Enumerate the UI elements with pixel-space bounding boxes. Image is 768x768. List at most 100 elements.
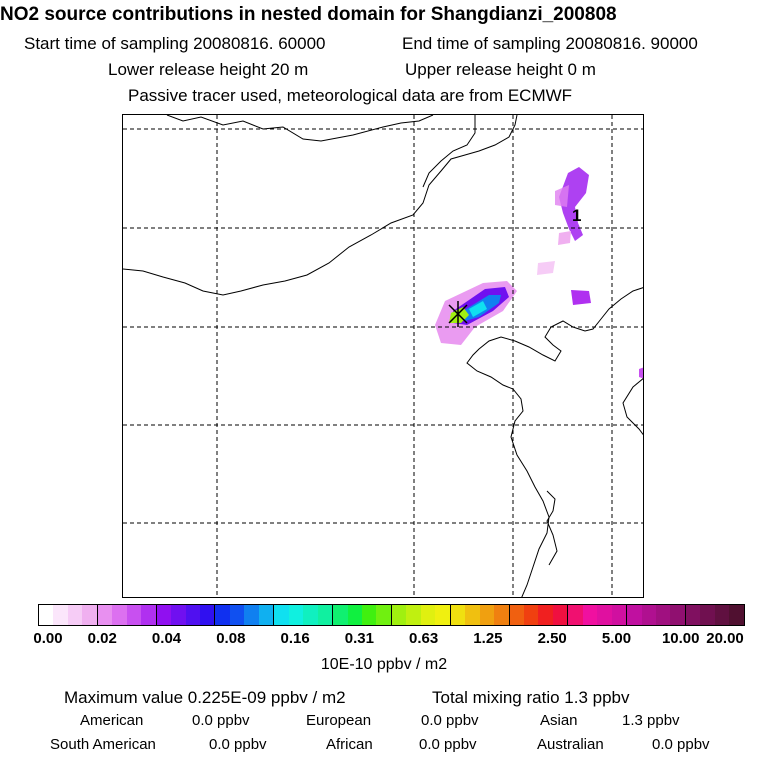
start-time: Start time of sampling 20080816. 60000 xyxy=(24,34,326,53)
color-scale-tick-label: 0.02 xyxy=(87,630,117,647)
lower-release-height: Lower release height 20 m xyxy=(108,60,309,79)
color-scale-cell xyxy=(406,605,421,625)
color-scale-tick-label: 0.63 xyxy=(409,630,439,647)
end-time: End time of sampling 20080816. 90000 xyxy=(402,34,698,53)
color-scale-units: 10E-10 ppbv / m2 xyxy=(320,656,448,673)
region-european-label: European xyxy=(306,712,372,729)
color-scale-cell xyxy=(126,605,142,625)
color-scale-cell xyxy=(390,605,407,625)
color-scale-tick-label: 5.00 xyxy=(601,630,632,647)
color-scale-ticks: 0.00 0.02 0.04 0.08 0.16 0.31 0.63 1.25 2.50 5.00… xyxy=(0,630,768,650)
color-scale-tick-label: 10.00 xyxy=(661,630,700,647)
plume-faint-center xyxy=(537,261,555,275)
region-australian-value: 0.0 ppbv xyxy=(652,736,710,753)
color-scale-cell xyxy=(317,605,333,625)
color-scale-cell xyxy=(538,605,553,625)
plume-small-east xyxy=(571,290,591,305)
color-scale-cell xyxy=(567,605,583,625)
max-marker-label: 1 xyxy=(572,206,581,225)
color-scale-cell xyxy=(714,605,730,625)
border-inner xyxy=(422,115,476,188)
color-scale-cell xyxy=(508,605,524,625)
color-scale-cell xyxy=(303,605,318,625)
color-scale-cell xyxy=(273,605,289,625)
color-scale-cell xyxy=(361,605,377,625)
map-panel: 1 xyxy=(122,114,644,598)
color-scale-tick-label: 2.50 xyxy=(537,630,567,647)
color-scale-tick-label: 0.08 xyxy=(216,630,246,647)
region-african-value: 0.0 ppbv xyxy=(419,736,477,753)
site-marker xyxy=(448,301,468,327)
color-scale-cell xyxy=(523,605,539,625)
coastlines xyxy=(123,115,643,597)
color-scale-cell xyxy=(258,605,274,625)
color-scale-cell xyxy=(199,605,215,625)
region-asian-value: 1.3 ppbv xyxy=(622,712,680,729)
color-scale-cell xyxy=(449,605,466,625)
plume-main-cyan xyxy=(469,301,487,317)
color-scale-cell xyxy=(656,605,671,625)
concentration-field xyxy=(435,167,643,379)
total-mixing-ratio: Total mixing ratio 1.3 ppbv xyxy=(432,688,630,707)
color-scale-bar xyxy=(38,604,745,626)
color-scale-tick-label: 0.04 xyxy=(151,630,182,647)
color-scale-tick-label: 20.00 xyxy=(706,630,744,647)
color-scale-cell xyxy=(155,605,172,625)
color-scale-cell xyxy=(435,605,450,625)
color-scale-cell xyxy=(597,605,612,625)
color-scale-cell xyxy=(376,605,391,625)
color-scale-cell xyxy=(611,605,627,625)
color-scale-cell xyxy=(552,605,568,625)
region-south-american-value: 0.0 ppbv xyxy=(209,736,267,753)
color-scale-cell xyxy=(288,605,304,625)
color-scale-cell xyxy=(626,605,642,625)
region-european-value: 0.0 ppbv xyxy=(421,712,479,729)
plume-east-edge xyxy=(639,367,643,379)
region-american-value: 0.0 ppbv xyxy=(192,712,250,729)
plume-north xyxy=(559,167,589,241)
border-mongolia xyxy=(123,115,518,296)
coast-bohai xyxy=(466,287,643,597)
color-scale-tick-label: 0.00 xyxy=(33,630,63,647)
color-scale-cell xyxy=(670,605,685,625)
region-american-label: American xyxy=(80,712,144,729)
color-scale-cell xyxy=(700,605,715,625)
color-scale-cell xyxy=(494,605,509,625)
region-african-label: African xyxy=(326,736,373,753)
border-north xyxy=(166,115,434,142)
color-scale-cell xyxy=(420,605,436,625)
color-scale-cell xyxy=(641,605,657,625)
color-scale-cell xyxy=(39,605,54,625)
upper-release-height: Upper release height 0 m xyxy=(405,60,596,79)
coast-korea xyxy=(546,490,558,566)
color-scale-cell xyxy=(479,605,495,625)
color-scale-cell xyxy=(141,605,156,625)
plume-north-fringe xyxy=(555,185,569,207)
region-asian-label: Asian xyxy=(540,712,578,729)
color-scale-cell xyxy=(53,605,68,625)
plume-faint-center-2 xyxy=(558,231,571,245)
color-scale-cell xyxy=(465,605,480,625)
tracer-note: Passive tracer used, meteorological data… xyxy=(128,86,573,105)
color-scale-cell xyxy=(185,605,200,625)
color-scale-tick-label: 0.16 xyxy=(280,630,310,647)
color-scale-tick-label: 1.25 xyxy=(473,630,503,647)
lat-lon-grid xyxy=(123,115,643,597)
color-scale-tick-label: 0.31 xyxy=(344,630,374,647)
region-south-american-label: South American xyxy=(50,736,156,753)
maximum-value: Maximum value 0.225E-09 ppbv / m2 xyxy=(64,688,346,707)
color-scale-cell xyxy=(729,605,744,625)
color-scale-cell xyxy=(229,605,245,625)
color-scale-cell xyxy=(582,605,598,625)
color-scale-cell xyxy=(214,605,230,625)
color-scale-cell xyxy=(112,605,127,625)
color-scale-cell xyxy=(82,605,97,625)
color-scale-cell xyxy=(684,605,701,625)
color-scale-cell xyxy=(96,605,113,625)
color-scale-cell xyxy=(347,605,362,625)
plot-title: NO2 source contributions in nested domai… xyxy=(0,4,617,25)
color-scale-cell xyxy=(244,605,259,625)
color-scale-cell xyxy=(332,605,348,625)
coast-shandong xyxy=(622,378,643,436)
region-australian-label: Australian xyxy=(537,736,604,753)
